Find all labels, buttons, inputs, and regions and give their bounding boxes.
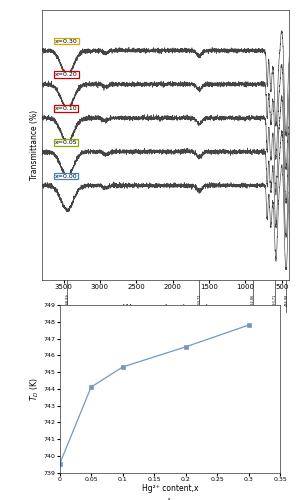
Text: x=0.20: x=0.20 (55, 72, 77, 78)
Text: x=0.05: x=0.05 (55, 140, 77, 145)
Text: 593.71: 593.71 (273, 294, 277, 306)
Text: 892.86: 892.86 (251, 294, 255, 306)
Y-axis label: Transmittance (%): Transmittance (%) (30, 110, 39, 180)
Text: 1633.71: 1633.71 (197, 294, 201, 308)
X-axis label: Wavenumber (cm⁻¹): Wavenumber (cm⁻¹) (122, 304, 208, 313)
X-axis label: Hg²⁺ content,x: Hg²⁺ content,x (142, 484, 198, 494)
Text: x=0.00: x=0.00 (55, 174, 77, 178)
Text: a: a (162, 314, 168, 324)
Text: x=0.10: x=0.10 (55, 106, 77, 111)
Y-axis label: $T_D$ (K): $T_D$ (K) (28, 377, 41, 400)
Text: 436.98: 436.98 (284, 294, 288, 306)
Text: 3448.99: 3448.99 (65, 294, 69, 308)
Text: x=0.30: x=0.30 (55, 38, 77, 44)
Text: b: b (167, 498, 173, 500)
